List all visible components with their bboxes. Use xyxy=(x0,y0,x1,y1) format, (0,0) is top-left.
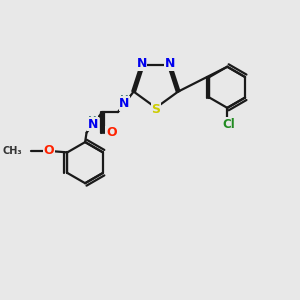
Text: S: S xyxy=(152,103,160,116)
Text: N: N xyxy=(165,57,175,70)
Text: H: H xyxy=(120,95,128,105)
Text: Cl: Cl xyxy=(222,118,235,131)
Text: N: N xyxy=(119,97,130,110)
Text: CH₃: CH₃ xyxy=(2,146,22,156)
Text: O: O xyxy=(106,126,117,139)
Text: N: N xyxy=(136,57,147,70)
Text: O: O xyxy=(44,145,54,158)
Text: H: H xyxy=(88,116,97,126)
Text: N: N xyxy=(88,118,98,130)
